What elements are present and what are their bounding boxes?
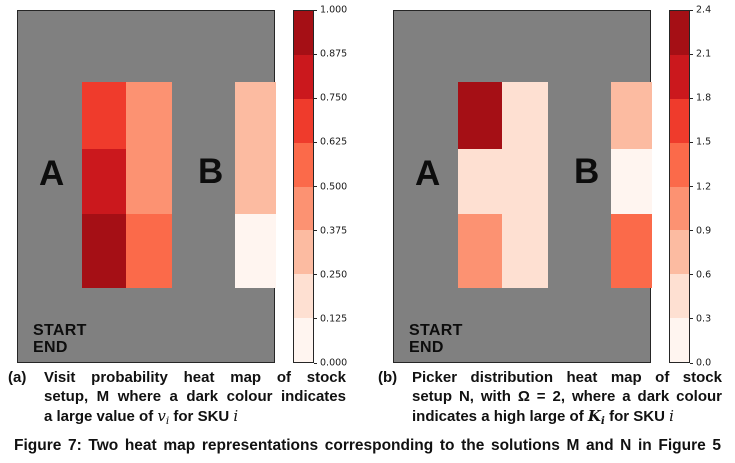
colorbar-b-gradient	[669, 10, 690, 363]
heatmap-b-plot: A B START END	[393, 10, 652, 363]
start-label: START	[409, 322, 463, 339]
zone-label-a: A	[39, 154, 65, 193]
colorbar-tick-label: 1.000	[320, 4, 348, 16]
colorbar-a: 1.000 0.875 0.750 0.625 0.500 0.375 0.250 0.125…	[293, 5, 357, 367]
heatmap-cell	[235, 214, 276, 288]
colorbar-tick-mark	[314, 53, 317, 55]
colorbar-tick-mark	[314, 318, 317, 320]
colorbar-band	[294, 11, 313, 55]
colorbar-band	[670, 142, 689, 187]
colorbar-tick-mark	[690, 230, 693, 232]
colorbar-tick-mark	[314, 186, 317, 187]
heatmap-cell	[126, 82, 172, 214]
colorbar-band	[294, 186, 313, 231]
heatmap-cell	[458, 149, 502, 214]
start-label: START	[33, 322, 87, 339]
colorbar-tick-label: 0.750	[320, 92, 348, 104]
colorbar-tick-label: 2.1	[696, 48, 712, 60]
heatmap-cell	[82, 82, 126, 149]
colorbar-tick-mark	[314, 362, 317, 364]
colorbar-tick-label: 0.375	[320, 224, 348, 236]
heatmap-cell	[458, 82, 502, 149]
colorbar-band	[294, 98, 313, 143]
zone-label-b: B	[574, 152, 600, 191]
colorbar-band	[294, 54, 313, 99]
end-label: END	[409, 339, 444, 356]
heatmap-a-plot: A B START END	[17, 10, 276, 363]
caption-b-prefix: (b)	[378, 369, 398, 386]
colorbar-band	[670, 186, 689, 231]
colorbar-tick-mark	[314, 230, 317, 232]
heatmap-cell	[611, 82, 652, 149]
colorbar-tick-mark	[314, 274, 317, 276]
caption-line: Visit probability heat map of stock	[44, 369, 346, 386]
colorbar-tick-label: 0.0	[696, 357, 712, 369]
heatmap-cell	[82, 214, 126, 288]
colorbar-band	[670, 11, 689, 55]
caption-a-text: Visit probability heat map of stock setup…	[44, 368, 346, 426]
caption-line: setup N, with Ω = 2, where a dark colour	[412, 388, 722, 406]
colorbar-tick-mark	[690, 186, 693, 187]
colorbar-band	[670, 54, 689, 99]
heatmap-cell	[502, 82, 548, 288]
colorbar-a-gradient	[293, 10, 314, 363]
heatmap-cell	[611, 214, 652, 288]
colorbar-tick-label: 0.500	[320, 180, 348, 192]
colorbar-tick-mark	[314, 9, 317, 11]
heatmap-cell	[235, 82, 276, 214]
colorbar-band	[294, 274, 313, 319]
colorbar-tick-mark	[690, 318, 693, 320]
colorbar-band	[670, 318, 689, 362]
heatmap-cell	[126, 214, 172, 288]
colorbar-tick-label: 0.625	[320, 136, 348, 148]
colorbar-tick-mark	[690, 9, 693, 11]
colorbar-tick-mark	[314, 97, 317, 99]
colorbar-tick-mark	[314, 141, 317, 143]
colorbar-tick-mark	[690, 274, 693, 276]
colorbar-tick-label: 0.9	[696, 224, 712, 236]
colorbar-tick-label: 0.000	[320, 357, 348, 369]
colorbar-band	[294, 318, 313, 362]
colorbar-band	[294, 142, 313, 187]
panel-b: A B START END 2.4 2.1 1.8 1.5 1.2 0.9 0.6 0.3 0.…	[376, 0, 735, 463]
colorbar-tick-label: 1.5	[696, 136, 712, 148]
colorbar-tick-mark	[690, 97, 693, 99]
colorbar-band	[294, 230, 313, 275]
caption-line: indicates a high large of Ki for SKU i	[412, 406, 674, 427]
colorbar-tick-label: 0.250	[320, 269, 348, 280]
colorbar-tick-mark	[690, 53, 693, 55]
caption-a-prefix: (a)	[8, 369, 27, 386]
caption-line: a large value of vi for SKU i	[44, 406, 239, 427]
zone-label-a: A	[415, 154, 441, 193]
caption-b-text: Picker distribution heat map of stock set…	[412, 368, 722, 426]
zone-label-b: B	[198, 152, 224, 191]
colorbar-band	[670, 230, 689, 275]
colorbar-tick-label: 1.8	[696, 92, 712, 104]
colorbar-tick-mark	[690, 141, 693, 143]
colorbar-tick-mark	[690, 362, 693, 364]
heatmap-cell	[458, 214, 502, 288]
panel-a: A B START END 1.000 0.875 0.750 0.625 0.500 0…	[8, 5, 357, 426]
caption-line: setup, M where a dark colour indicates	[44, 388, 346, 406]
colorbar-tick-label: 0.6	[696, 269, 712, 280]
colorbar-tick-label: 0.125	[320, 313, 348, 325]
end-label: END	[33, 339, 68, 356]
heatmap-cell	[611, 149, 652, 214]
colorbar-tick-label: 1.2	[696, 180, 712, 192]
colorbar-tick-label: 2.4	[696, 4, 712, 16]
colorbar-band	[670, 98, 689, 143]
figure-caption: Figure 7: Two heat map representations c…	[14, 437, 721, 454]
caption-line: Picker distribution heat map of stock	[412, 369, 722, 386]
colorbar-tick-label: 0.3	[696, 313, 712, 325]
colorbar-b: 2.4 2.1 1.8 1.5 1.2 0.9 0.6 0.3 0.0	[669, 5, 733, 367]
colorbar-tick-label: 0.875	[320, 48, 348, 60]
colorbar-band	[670, 274, 689, 319]
heatmap-cell	[82, 149, 126, 214]
